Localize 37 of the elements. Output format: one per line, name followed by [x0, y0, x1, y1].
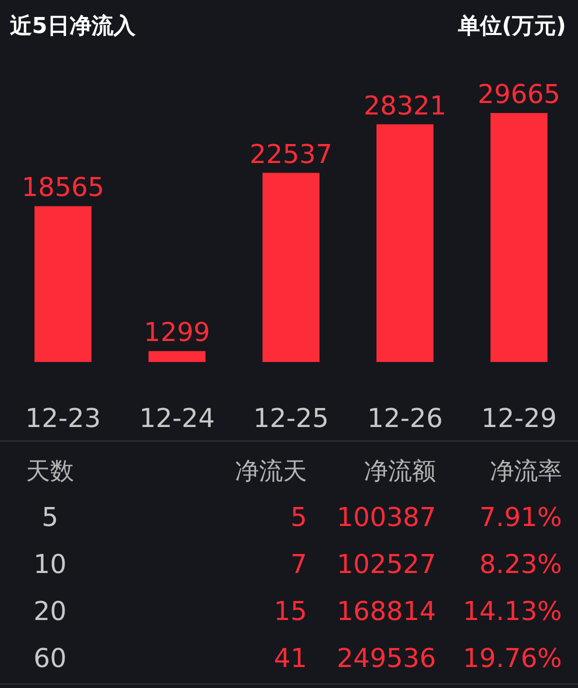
text: 41 [274, 644, 307, 674]
text: 15 [274, 597, 307, 627]
chart-subtitle: 单位(万元) [456, 14, 566, 39]
text: 249536 [336, 644, 436, 674]
category-label: 净流额 [364, 457, 436, 485]
chart-title: 近5日净流入 [9, 13, 136, 39]
text: 102527 [336, 550, 436, 580]
data-label: 1299 [144, 318, 210, 348]
text: 14.13% [462, 597, 562, 627]
x-tick-label: 12-29 [481, 404, 557, 434]
text: 100387 [336, 503, 436, 533]
text: 7 [290, 550, 307, 580]
x-tick-label: 12-23 [25, 404, 101, 434]
text: 10 [33, 550, 67, 580]
text: 5 [42, 503, 58, 533]
bar [34, 206, 92, 362]
data-label: 18565 [22, 173, 104, 204]
bar [148, 351, 206, 362]
bar [490, 113, 548, 362]
x-tick-label: 12-26 [367, 404, 443, 434]
data-label: 28321 [364, 91, 446, 122]
category-label: 净流天 [235, 457, 307, 485]
text: 8.23% [479, 550, 562, 580]
text: 5 [290, 503, 307, 533]
bar [376, 124, 434, 362]
text: 20 [33, 597, 67, 627]
category-label: 净流率 [490, 457, 562, 485]
category-label: 天数 [26, 457, 74, 485]
text: 19.76% [462, 644, 562, 674]
data-label: 22537 [250, 140, 332, 170]
bar [262, 172, 320, 362]
text: 168814 [336, 597, 436, 627]
x-tick-label: 12-25 [253, 404, 329, 434]
text: 7.91% [479, 503, 562, 533]
x-tick-label: 12-24 [139, 404, 215, 434]
text: 60 [33, 644, 67, 674]
data-label: 29665 [478, 80, 560, 110]
